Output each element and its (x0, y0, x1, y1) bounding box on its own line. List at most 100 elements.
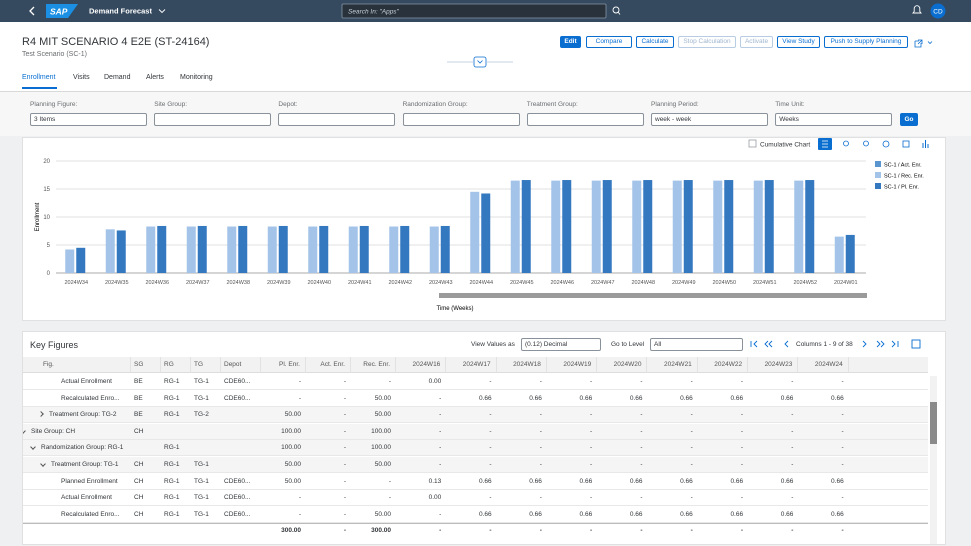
table-cell: - (701, 424, 748, 440)
table-cell: RG-1 (164, 407, 191, 423)
bar (319, 226, 328, 273)
column-header[interactable]: 2024W23 (751, 357, 798, 373)
tab[interactable]: Monitoring (180, 74, 213, 81)
column-header[interactable]: 2024W24 (801, 357, 848, 373)
table-cell: - (651, 374, 698, 390)
column-header[interactable]: 2024W19 (550, 357, 597, 373)
filter-input[interactable] (278, 113, 395, 126)
column-header[interactable]: TG (194, 357, 221, 373)
checkbox[interactable] (749, 140, 756, 147)
header-button[interactable]: Push to Supply Planning (824, 36, 908, 48)
table-cell: Recalculated Enro... (61, 391, 131, 407)
bell-icon[interactable] (913, 6, 921, 13)
footer-cell: - (399, 523, 446, 539)
table-cell: 0.66 (751, 507, 798, 523)
range-scrollbar[interactable] (439, 293, 867, 298)
column-header[interactable]: Act. Enr. (309, 357, 351, 373)
y-tick-label: 15 (43, 187, 50, 193)
table-cell: - (449, 374, 496, 390)
column-header[interactable]: Fig. (43, 357, 131, 373)
table-cell: - (600, 424, 647, 440)
settings[interactable] (883, 141, 889, 147)
table-cell: - (600, 407, 647, 423)
filter-input[interactable]: 3 Items (30, 113, 147, 126)
header-button[interactable]: Edit (560, 36, 581, 48)
filter-input[interactable]: Weeks (775, 113, 892, 126)
zoom-in[interactable] (844, 141, 849, 146)
table-cell: - (264, 507, 306, 523)
header-button[interactable]: Activate (740, 36, 773, 48)
column-header[interactable]: 2024W22 (701, 357, 748, 373)
table-cell: 0.66 (651, 391, 698, 407)
filter-input[interactable]: week - week (651, 113, 768, 126)
back-icon[interactable] (30, 7, 34, 15)
column-header[interactable]: 2024W21 (651, 357, 698, 373)
table-cell: - (600, 457, 647, 473)
bar (238, 226, 247, 273)
share-icon[interactable] (915, 40, 922, 47)
go-button[interactable]: Go (900, 113, 918, 126)
share-chevron[interactable] (928, 42, 932, 44)
table-cell: - (701, 490, 748, 506)
column-header[interactable]: Depot (224, 357, 261, 373)
fullscreen[interactable] (903, 141, 909, 147)
scroll-thumb[interactable] (930, 402, 937, 444)
footer-cell: - (550, 523, 597, 539)
header-button[interactable]: View Study (777, 36, 820, 48)
table-cell: - (309, 374, 351, 390)
column-header[interactable]: Pl. Enr. (264, 357, 306, 373)
x-tick-label: 2024W50 (712, 280, 736, 286)
chart-type[interactable] (923, 140, 928, 148)
bar (76, 248, 85, 273)
table-cell: 0.00 (399, 490, 446, 506)
header-button[interactable]: Calculate (636, 36, 674, 48)
table-cell: RG-1 (164, 440, 191, 456)
table-cell: 0.66 (701, 507, 748, 523)
checkbox-label[interactable]: Cumulative Chart (760, 142, 810, 149)
column-header[interactable]: 2024W16 (399, 357, 446, 373)
app-title[interactable]: Demand Forecast (89, 7, 152, 16)
table-cell: - (449, 457, 496, 473)
table-cell: 0.66 (651, 507, 698, 523)
header-button[interactable]: Stop Calculation (678, 36, 736, 48)
column-header[interactable]: 2024W17 (449, 357, 496, 373)
y-tick-label: 5 (47, 243, 51, 249)
tab[interactable]: Visits (73, 74, 90, 81)
bar (117, 230, 126, 273)
column-header[interactable]: 2024W20 (600, 357, 647, 373)
table-cell: - (354, 490, 396, 506)
tab[interactable]: Enrollment (22, 74, 55, 81)
scroll-track (930, 376, 937, 544)
zoom-out[interactable] (864, 141, 869, 146)
header-button[interactable]: Compare (586, 36, 632, 48)
tab[interactable]: Demand (104, 74, 130, 81)
export-icon[interactable] (912, 340, 920, 348)
x-tick-label: 2024W34 (64, 280, 88, 286)
collapse-button[interactable] (474, 57, 486, 67)
x-tick-label: 2024W46 (550, 280, 574, 286)
bar (754, 181, 763, 273)
column-header[interactable]: SG (134, 357, 161, 373)
title-chevron[interactable] (159, 10, 165, 13)
footer-cell: - (500, 523, 547, 539)
bar (349, 227, 358, 273)
filter-input[interactable] (154, 113, 271, 126)
column-header[interactable]: RG (164, 357, 191, 373)
shell-icons: SAP Demand Forecast Search In: "Apps" CD (0, 0, 971, 22)
footer-cell: - (449, 523, 496, 539)
filter-input[interactable] (527, 113, 644, 126)
table-cell: Site Group: CH (31, 424, 131, 440)
column-header[interactable]: 2024W18 (500, 357, 547, 373)
bar (198, 226, 207, 273)
tab[interactable]: Alerts (146, 74, 164, 81)
table-cell: - (500, 407, 547, 423)
column-header[interactable]: Rec. Enr. (354, 357, 396, 373)
table-cell: 100.00 (264, 440, 306, 456)
table-cell: CH (134, 457, 161, 473)
nav-prev[interactable] (751, 341, 788, 347)
avatar-initials: CD (933, 9, 943, 16)
nav-next[interactable] (863, 341, 898, 347)
filter-input[interactable] (403, 113, 520, 126)
table-cell: - (399, 440, 446, 456)
table-cell: RG-1 (164, 474, 191, 490)
